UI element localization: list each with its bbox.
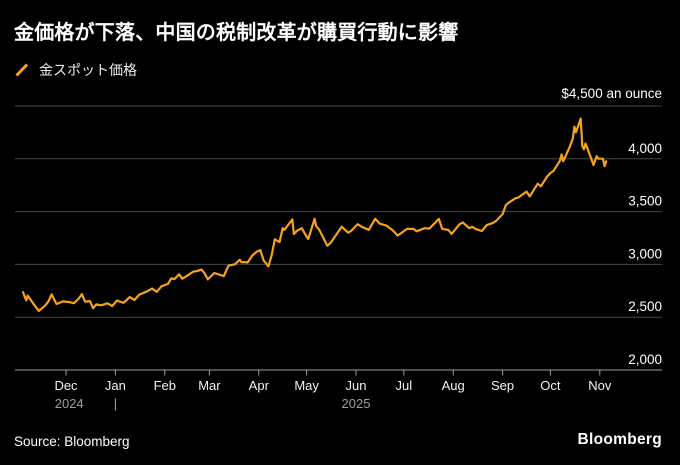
x-axis-month-label: May — [294, 378, 319, 393]
x-axis-year-label: 2025 — [342, 396, 371, 411]
x-axis-year-label: 2024 — [55, 396, 84, 411]
source-label: Source: Bloomberg — [14, 434, 130, 449]
x-axis-month-label: Aug — [442, 378, 465, 393]
x-axis-month-label: Mar — [198, 378, 221, 393]
x-axis-month-label: Apr — [249, 378, 270, 393]
page-title: 金価格が下落、中国の税制改革が購買行動に影響 — [14, 22, 459, 44]
x-axis-month-label: Jul — [395, 378, 412, 393]
legend-slash-icon — [15, 63, 29, 77]
x-axis-month-label: Nov — [588, 378, 612, 393]
y-axis-tick-label: 2,500 — [628, 299, 662, 314]
x-axis-month-label: Dec — [54, 378, 78, 393]
x-axis-month-label: Sep — [491, 378, 514, 393]
x-axis-month-label: Feb — [154, 378, 176, 393]
y-axis-unit-label: $4,500 an ounce — [561, 86, 662, 101]
x-axis-month-label: Jun — [346, 378, 367, 393]
x-axis-month-label: Jan — [105, 378, 126, 393]
x-axis-month-label: Oct — [540, 378, 561, 393]
y-axis-tick-label: 3,000 — [628, 246, 662, 261]
y-axis-tick-label: 3,500 — [628, 194, 662, 209]
y-axis-tick-label: 2,000 — [628, 352, 662, 367]
year-divider-mark: | — [114, 396, 117, 411]
bloomberg-logo: Bloomberg — [577, 431, 662, 448]
y-axis-tick-label: 4,000 — [628, 141, 662, 156]
price-line — [21, 117, 608, 312]
legend: 金スポット価格 — [14, 60, 137, 80]
legend-label: 金スポット価格 — [39, 62, 137, 78]
